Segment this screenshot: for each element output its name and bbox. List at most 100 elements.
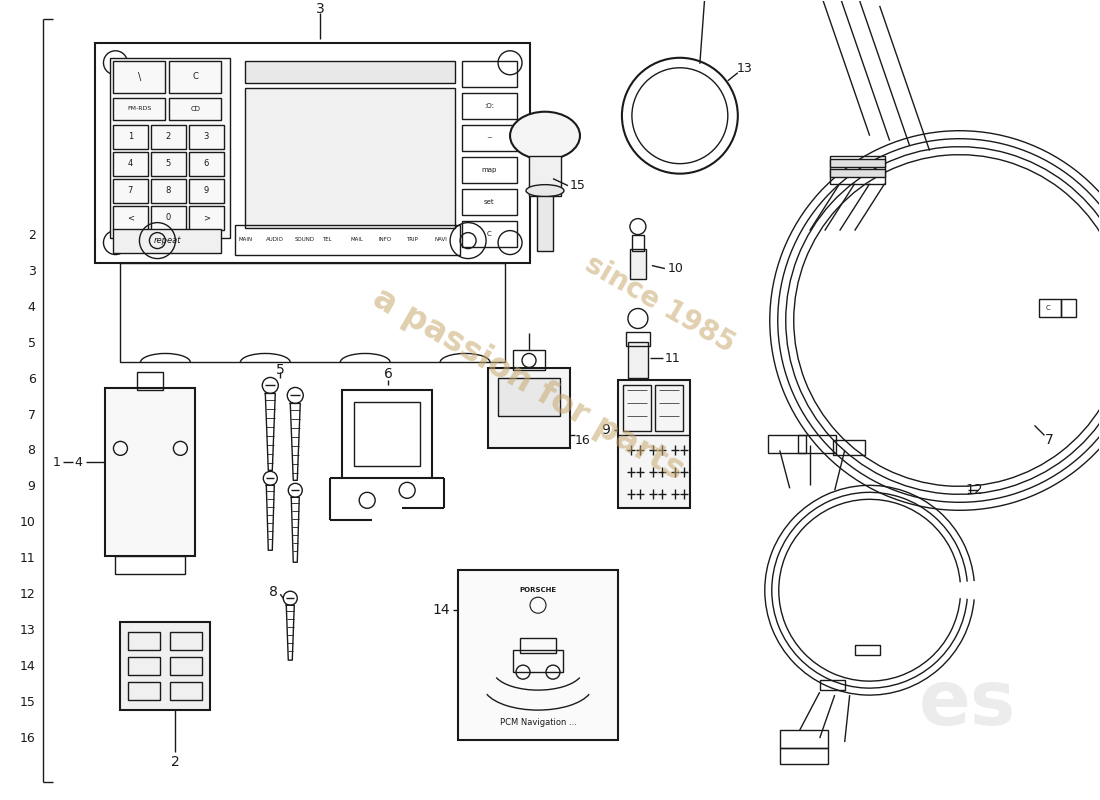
Bar xyxy=(152,206,186,230)
Bar xyxy=(113,152,148,176)
Text: C: C xyxy=(192,72,198,82)
Bar xyxy=(121,622,210,710)
Bar xyxy=(458,570,618,740)
Bar xyxy=(189,206,224,230)
Bar xyxy=(780,748,827,764)
Text: 3: 3 xyxy=(316,2,324,16)
Bar xyxy=(498,378,560,417)
Bar xyxy=(170,682,202,700)
Bar xyxy=(152,152,186,176)
Text: >: > xyxy=(202,213,210,222)
Text: <: < xyxy=(126,213,134,222)
Text: C: C xyxy=(486,230,492,237)
Bar xyxy=(628,342,648,378)
Text: TRIP: TRIP xyxy=(406,237,418,242)
Text: a passion for parts: a passion for parts xyxy=(366,282,690,487)
Text: 5: 5 xyxy=(276,363,285,378)
Text: 9: 9 xyxy=(601,423,609,438)
Bar xyxy=(113,98,165,120)
Bar xyxy=(138,373,164,390)
Bar xyxy=(488,369,570,448)
Bar xyxy=(170,657,202,675)
Bar xyxy=(113,178,148,202)
Text: 11: 11 xyxy=(664,352,681,365)
Text: 2: 2 xyxy=(166,132,170,141)
Bar xyxy=(520,638,556,653)
Bar xyxy=(354,402,420,466)
Bar xyxy=(833,440,865,455)
Bar xyxy=(235,225,460,254)
Text: 10: 10 xyxy=(668,262,684,275)
Text: 11: 11 xyxy=(20,552,35,565)
Bar xyxy=(169,98,221,120)
Bar xyxy=(113,206,148,230)
Bar xyxy=(462,125,517,150)
Text: 4: 4 xyxy=(75,456,82,469)
Bar xyxy=(152,125,186,149)
Bar xyxy=(96,42,530,262)
Bar xyxy=(189,152,224,176)
Text: 2: 2 xyxy=(28,229,35,242)
Text: 13: 13 xyxy=(737,62,752,75)
Text: AUDIO: AUDIO xyxy=(266,237,284,242)
Text: 9: 9 xyxy=(28,480,35,494)
Text: 12: 12 xyxy=(966,483,983,498)
Text: SOUND: SOUND xyxy=(295,237,315,242)
Ellipse shape xyxy=(526,185,564,197)
Text: since 1985: since 1985 xyxy=(580,250,739,358)
Text: 8: 8 xyxy=(28,445,35,458)
Text: 10: 10 xyxy=(20,516,35,530)
Text: 3: 3 xyxy=(204,132,209,141)
Bar xyxy=(462,93,517,118)
Text: 6: 6 xyxy=(384,367,393,382)
Bar xyxy=(829,169,884,177)
Bar xyxy=(1062,298,1077,317)
Bar xyxy=(189,178,224,202)
Text: TEL: TEL xyxy=(322,237,332,242)
Bar xyxy=(820,680,845,690)
Text: C: C xyxy=(1046,305,1050,310)
Text: CD: CD xyxy=(190,106,200,112)
Text: 16: 16 xyxy=(575,434,591,447)
Bar xyxy=(654,386,683,431)
Bar xyxy=(630,249,646,278)
Text: 15: 15 xyxy=(570,179,586,192)
Bar xyxy=(768,435,805,454)
Bar xyxy=(798,435,836,454)
Text: MAIL: MAIL xyxy=(350,237,363,242)
Bar xyxy=(529,156,561,196)
Text: 8: 8 xyxy=(270,586,278,599)
Bar xyxy=(626,333,650,346)
Text: 15: 15 xyxy=(20,696,35,709)
Bar xyxy=(110,58,230,238)
Text: 6: 6 xyxy=(204,159,209,168)
Bar xyxy=(189,125,224,149)
Text: 14: 14 xyxy=(432,603,450,617)
Bar xyxy=(1040,298,1062,317)
Bar xyxy=(631,234,644,250)
Text: 2: 2 xyxy=(170,755,179,769)
Text: 1: 1 xyxy=(128,132,133,141)
Text: 7: 7 xyxy=(28,409,35,422)
Bar xyxy=(113,229,221,253)
Text: 5: 5 xyxy=(166,159,170,168)
Bar xyxy=(618,381,690,508)
Bar xyxy=(462,157,517,182)
Text: MAIN: MAIN xyxy=(239,237,253,242)
Bar xyxy=(462,61,517,86)
Bar xyxy=(462,189,517,214)
Text: 1: 1 xyxy=(53,456,60,469)
Text: 7: 7 xyxy=(128,186,133,195)
Bar xyxy=(829,158,884,166)
Text: \: \ xyxy=(138,72,141,82)
Bar xyxy=(513,350,544,370)
Text: 12: 12 xyxy=(20,588,35,601)
Bar xyxy=(169,61,221,93)
Text: NAVI: NAVI xyxy=(434,237,447,242)
Text: 8: 8 xyxy=(166,186,172,195)
Bar xyxy=(513,650,563,672)
Text: 7: 7 xyxy=(1045,434,1054,447)
Text: FM-RDS: FM-RDS xyxy=(128,106,152,111)
Bar xyxy=(537,196,553,250)
Text: 9: 9 xyxy=(204,186,209,195)
